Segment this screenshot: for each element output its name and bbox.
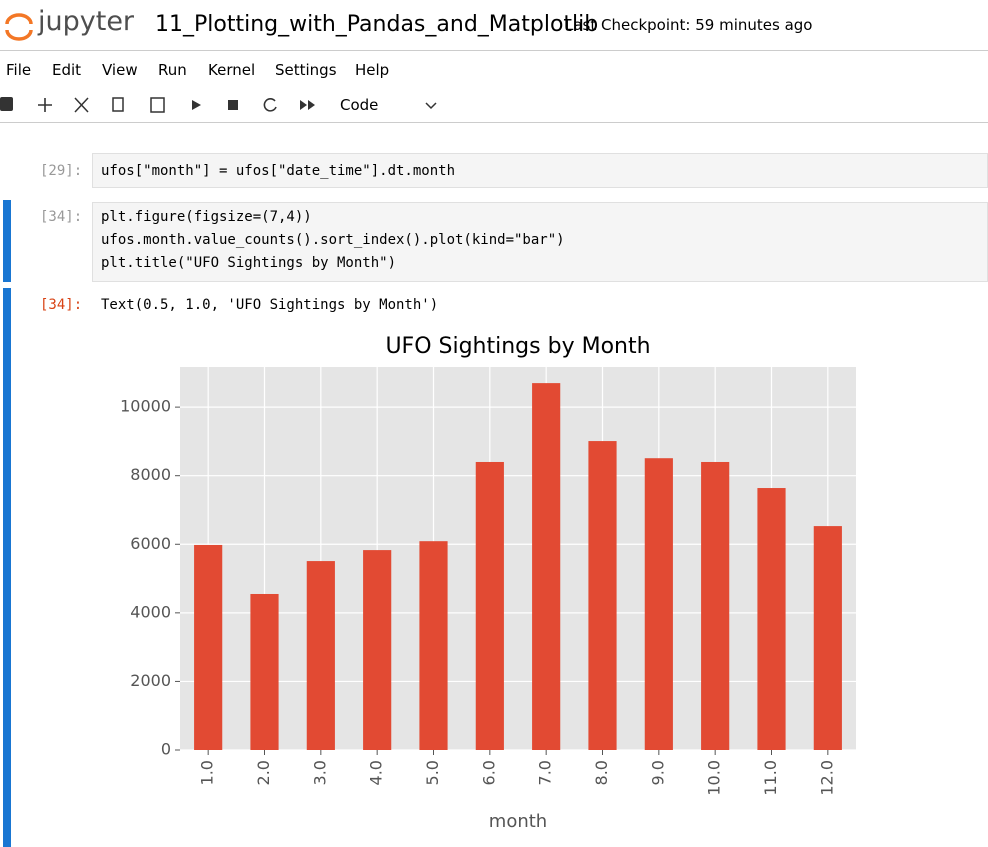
- x-tick-label: 6.0: [479, 760, 498, 785]
- add-button[interactable]: [38, 98, 52, 112]
- stop-button[interactable]: [228, 100, 238, 110]
- x-tick-label: 12.0: [817, 760, 836, 796]
- bar: [363, 550, 392, 750]
- x-tick-label: 10.0: [705, 760, 724, 796]
- code-line: plt.title("UFO Sightings by Month"): [101, 255, 397, 271]
- cell-type[interactable]: Code: [340, 96, 379, 114]
- input-prompt: [29]:: [40, 163, 83, 179]
- copy-button[interactable]: [112, 97, 124, 112]
- output-selection: [3, 288, 11, 847]
- bar: [757, 488, 786, 750]
- dropdown-arrow[interactable]: [424, 100, 438, 112]
- code-line: plt.figure(figsize=(7,4)): [101, 209, 312, 225]
- y-tick-label: 0: [161, 740, 171, 759]
- save-button[interactable]: [0, 97, 13, 111]
- checkpoint: Last Checkpoint: 59 minutes ago: [565, 16, 813, 34]
- notebook-name[interactable]: 11_Plotting_with_Pandas_and_Matplotlib: [155, 12, 599, 37]
- logo-text: jupyter: [38, 6, 135, 37]
- bar: [475, 461, 504, 750]
- bar: [306, 561, 335, 750]
- bar: [250, 593, 279, 750]
- menu-item[interactable]: File: [6, 61, 32, 79]
- bar: [644, 458, 673, 750]
- code-line: ufos["month"] = ufos["date_time"].dt.mon…: [101, 163, 456, 179]
- paste-button[interactable]: [150, 97, 165, 113]
- plot-area: [180, 367, 856, 750]
- toolbar: [0, 97, 315, 113]
- output-prompt: [34]:: [40, 297, 83, 313]
- code-cell[interactable]: [92, 153, 988, 188]
- x-tick-label: 1.0: [198, 760, 217, 785]
- x-tick-label: 4.0: [367, 760, 386, 785]
- x-tick-label: 7.0: [536, 760, 555, 785]
- bar: [532, 383, 561, 750]
- y-tick-label: 10000: [120, 397, 171, 416]
- logo: [5, 13, 33, 41]
- bar: [588, 441, 617, 750]
- menu-item[interactable]: View: [102, 61, 138, 79]
- cell-selection: [3, 200, 11, 282]
- input-prompt: [34]:: [40, 209, 83, 225]
- x-tick-label: 8.0: [592, 760, 611, 785]
- x-tick-label: 11.0: [761, 760, 780, 796]
- chart: UFO Sightings by Month month 0 2000 4000 6000…: [120, 334, 856, 832]
- x-tick-label: 5.0: [423, 760, 442, 785]
- code-line: ufos.month.value_counts().sort_index().p…: [101, 232, 565, 248]
- chart-title: UFO Sightings by Month: [385, 334, 650, 359]
- cut-button[interactable]: [74, 97, 89, 113]
- divider: [0, 50, 988, 51]
- bar: [419, 541, 448, 750]
- divider: [0, 122, 988, 123]
- menu-item[interactable]: Kernel: [208, 61, 256, 79]
- bar: [194, 544, 223, 750]
- menu-item[interactable]: Run: [158, 61, 187, 79]
- menu-item[interactable]: Settings: [275, 61, 337, 79]
- run-all-button[interactable]: [300, 100, 315, 110]
- y-tick-label: 4000: [130, 602, 171, 621]
- y-tick-label: 8000: [130, 465, 171, 484]
- x-tick-label: 2.0: [254, 760, 273, 785]
- x-tick-label: 9.0: [648, 760, 667, 785]
- menu-item[interactable]: Edit: [52, 61, 82, 79]
- output-text: Text(0.5, 1.0, 'UFO Sightings by Month'): [101, 297, 439, 313]
- run-button[interactable]: [192, 100, 201, 110]
- code-cell[interactable]: [92, 202, 988, 282]
- restart-button[interactable]: [263, 98, 277, 112]
- x-tick-label: 3.0: [310, 760, 329, 785]
- y-tick-label: 6000: [130, 534, 171, 553]
- menu-item[interactable]: Help: [355, 61, 390, 79]
- bar: [813, 526, 842, 750]
- y-tick-label: 2000: [130, 671, 171, 690]
- x-axis-label: month: [489, 811, 547, 832]
- bar: [701, 461, 730, 750]
